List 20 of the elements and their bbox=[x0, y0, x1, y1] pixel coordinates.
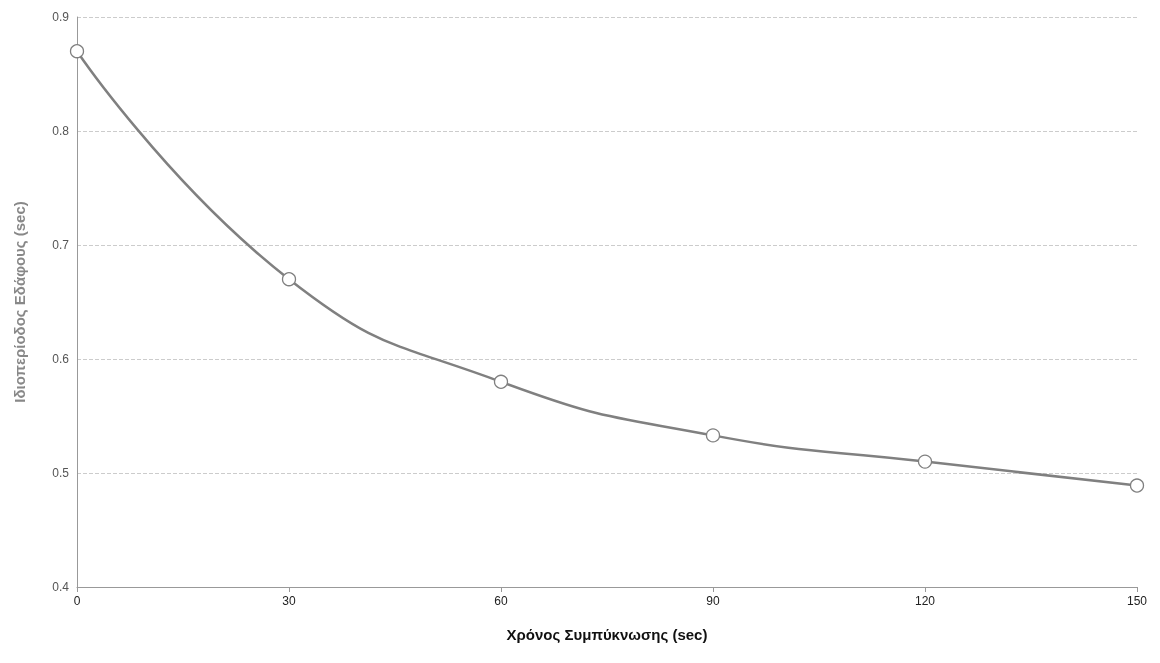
y-tick-label: 0.5 bbox=[52, 466, 70, 480]
point bbox=[705, 428, 721, 443]
x-axis-title: Χρόνος Συμπύκνωσης (sec) bbox=[506, 626, 708, 643]
x-tick-label: 90 bbox=[706, 594, 720, 608]
x-tick-label: 150 bbox=[1126, 594, 1148, 608]
y-tick-label: 0.4 bbox=[52, 580, 70, 594]
y-axis-title: Ιδιοπερίοδος Εδάφους (sec) bbox=[11, 201, 28, 403]
x-tick-label: 30 bbox=[282, 594, 296, 608]
y-tick-label: 0.9 bbox=[52, 10, 70, 24]
point bbox=[281, 272, 297, 287]
point bbox=[1129, 478, 1145, 493]
x-tick-label: 0 bbox=[73, 594, 81, 608]
point bbox=[917, 454, 933, 469]
x-tick-label: 120 bbox=[914, 594, 936, 608]
y-tick-label: 0.7 bbox=[52, 238, 70, 252]
point bbox=[69, 44, 85, 59]
y-tick-label: 0.8 bbox=[52, 124, 70, 138]
x-tick-label: 60 bbox=[494, 594, 508, 608]
y-tick-label: 0.6 bbox=[52, 352, 70, 366]
point bbox=[493, 374, 509, 389]
